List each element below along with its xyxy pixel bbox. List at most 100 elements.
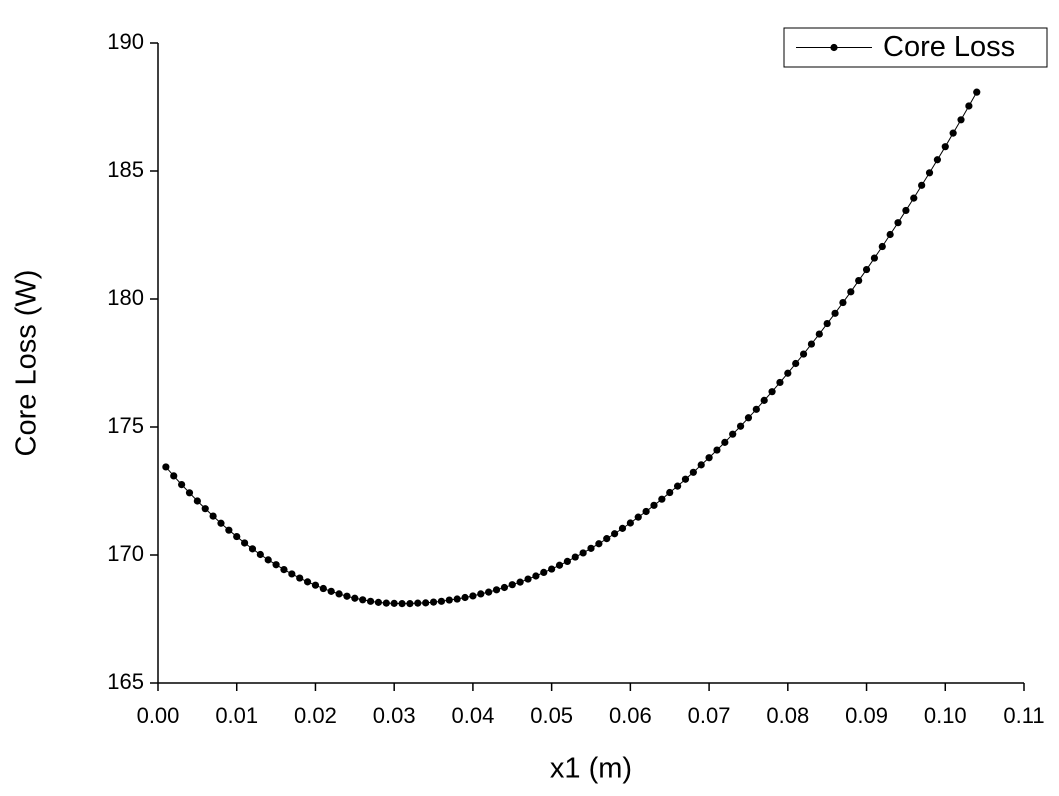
legend-label: Core Loss	[883, 31, 1015, 63]
data-point	[681, 475, 690, 483]
y-tick-label: 170	[107, 541, 144, 566]
data-point	[178, 481, 186, 489]
data-point	[366, 597, 375, 605]
data-point	[351, 594, 359, 602]
data-point	[548, 565, 556, 573]
data-point	[540, 568, 548, 577]
data-point	[485, 588, 493, 596]
data-point	[831, 309, 839, 317]
data-point	[579, 549, 587, 557]
data-point	[626, 519, 634, 527]
data-point	[807, 340, 816, 348]
data-point	[689, 468, 697, 476]
data-point	[508, 581, 516, 589]
data-point	[642, 507, 650, 516]
y-tick-label: 165	[107, 669, 144, 694]
x-axis-title: x1 (m)	[550, 753, 632, 785]
data-point	[839, 298, 847, 307]
data-point	[784, 369, 792, 377]
data-point	[429, 598, 438, 606]
data-point	[792, 359, 800, 368]
data-point	[894, 219, 902, 227]
data-point	[603, 535, 611, 543]
x-tick-label: 0.05	[530, 703, 573, 728]
x-tick-label: 0.06	[609, 703, 652, 728]
data-point	[815, 330, 823, 338]
x-tick-label: 0.03	[373, 703, 416, 728]
data-point	[311, 581, 320, 589]
data-point	[162, 463, 170, 471]
data-point	[390, 599, 398, 607]
data-point	[406, 600, 414, 608]
data-point	[185, 489, 194, 497]
data-point	[611, 530, 619, 538]
data-point	[744, 414, 753, 422]
data-point	[862, 265, 871, 274]
data-point	[469, 592, 477, 600]
data-point	[398, 600, 406, 608]
y-axis-title: Core Loss (W)	[11, 270, 43, 457]
data-point	[933, 156, 942, 164]
x-tick-label: 0.00	[137, 703, 180, 728]
data-point	[823, 319, 831, 328]
data-point	[666, 488, 674, 497]
data-point	[532, 572, 540, 580]
x-tick-label: 0.02	[294, 703, 337, 728]
data-point	[335, 590, 343, 598]
data-point	[280, 565, 288, 574]
data-point	[713, 446, 721, 454]
data-point	[941, 143, 949, 151]
data-point	[957, 116, 965, 124]
data-point	[500, 583, 508, 592]
data-point	[414, 599, 422, 607]
data-point	[296, 574, 304, 582]
data-point	[264, 556, 272, 564]
data-point	[563, 557, 571, 566]
data-point	[374, 598, 383, 606]
data-point	[170, 472, 178, 480]
data-point	[272, 561, 280, 569]
data-point	[445, 596, 453, 604]
data-point	[949, 129, 957, 137]
legend-marker	[830, 43, 838, 52]
x-tick-label: 0.11	[1003, 703, 1044, 728]
data-point	[193, 497, 201, 505]
data-point	[217, 519, 225, 527]
x-tick-label: 0.07	[688, 703, 731, 728]
data-point	[461, 593, 469, 602]
y-tick-label: 190	[107, 29, 144, 54]
data-point	[343, 592, 351, 600]
data-point	[225, 526, 233, 534]
data-point	[201, 505, 209, 513]
x-tick-label: 0.09	[845, 703, 888, 728]
y-tick-label: 175	[107, 413, 144, 438]
data-point	[524, 575, 532, 583]
data-point	[965, 102, 973, 110]
data-point	[256, 550, 264, 559]
data-point	[752, 405, 760, 413]
data-point	[658, 495, 666, 503]
x-tick-label: 0.04	[451, 703, 494, 728]
x-tick-label: 0.08	[766, 703, 809, 728]
data-point	[382, 599, 390, 607]
data-point	[878, 242, 886, 251]
data-point	[650, 501, 658, 509]
data-point	[721, 438, 729, 446]
data-point	[674, 482, 682, 490]
data-point	[886, 230, 894, 239]
data-point	[453, 595, 461, 603]
data-point	[303, 578, 312, 586]
data-point	[492, 586, 501, 594]
data-point	[209, 512, 217, 520]
data-point	[918, 181, 926, 189]
data-point	[902, 206, 910, 215]
data-point	[697, 461, 705, 469]
data-point	[776, 378, 784, 387]
data-point	[233, 532, 241, 541]
x-tick-label: 0.10	[924, 703, 967, 728]
data-point	[288, 570, 296, 578]
data-point	[422, 599, 430, 607]
data-point	[595, 540, 603, 548]
data-point	[516, 578, 524, 586]
